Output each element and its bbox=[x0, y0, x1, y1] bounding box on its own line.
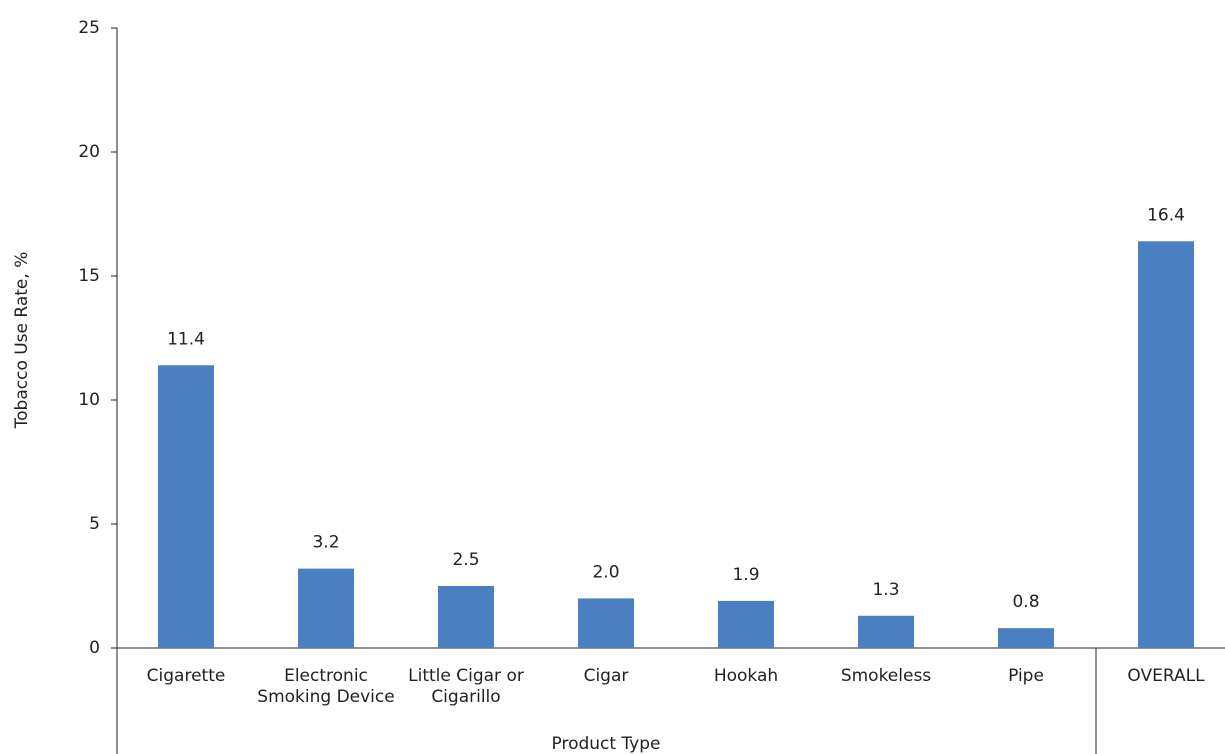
y-tick-label: 25 bbox=[78, 18, 100, 38]
x-tick-label: Cigar bbox=[584, 666, 629, 686]
value-label: 0.8 bbox=[1012, 592, 1039, 612]
bar bbox=[998, 628, 1054, 648]
y-tick-label: 5 bbox=[89, 514, 100, 534]
y-tick-label: 20 bbox=[78, 142, 100, 162]
bar bbox=[858, 615, 914, 648]
value-label: 2.0 bbox=[592, 562, 619, 582]
x-tick-label: OVERALL bbox=[1127, 666, 1205, 686]
bar bbox=[1138, 241, 1194, 648]
bar bbox=[578, 598, 634, 648]
x-tick-label: Smokeless bbox=[841, 666, 931, 686]
y-tick-label: 0 bbox=[89, 638, 100, 658]
x-tick-label: Pipe bbox=[1008, 666, 1044, 686]
value-label: 1.9 bbox=[732, 565, 759, 585]
value-label: 16.4 bbox=[1147, 205, 1185, 225]
x-tick-label: Electronic Smoking Device bbox=[257, 666, 394, 707]
x-axis-title: Product Type bbox=[552, 734, 661, 754]
bar bbox=[298, 568, 354, 648]
bar bbox=[158, 365, 214, 648]
bar bbox=[438, 586, 494, 648]
value-label: 11.4 bbox=[167, 329, 205, 349]
y-tick-label: 15 bbox=[78, 266, 100, 286]
value-label: 2.5 bbox=[452, 550, 479, 570]
value-label: 1.3 bbox=[872, 580, 899, 600]
bar bbox=[718, 600, 774, 648]
x-tick-label: Hookah bbox=[714, 666, 778, 686]
x-tick-label: Cigarette bbox=[147, 666, 226, 686]
y-axis-title: Tobacco Use Rate, % bbox=[12, 252, 32, 430]
x-tick-label: Little Cigar or Cigarillo bbox=[408, 666, 524, 707]
y-tick-label: 10 bbox=[78, 390, 100, 410]
value-label: 3.2 bbox=[312, 533, 339, 553]
